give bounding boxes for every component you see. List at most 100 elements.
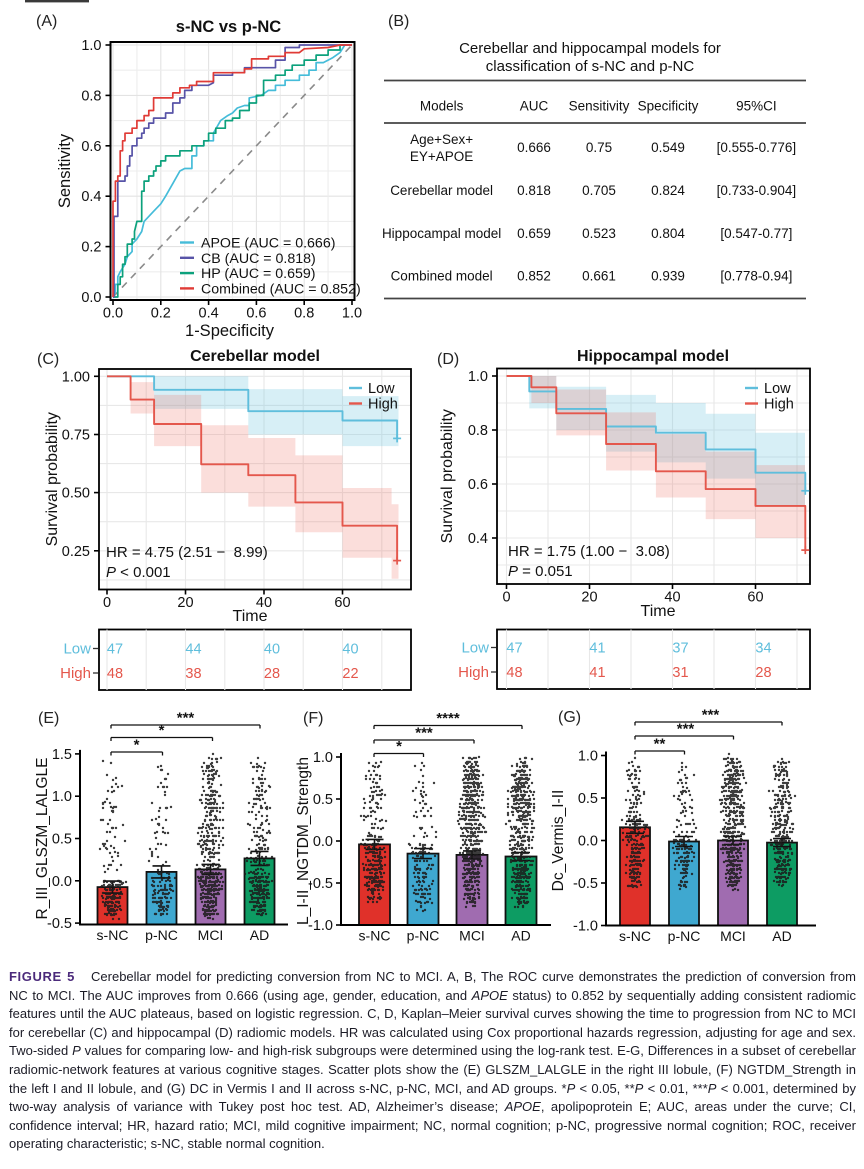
- svg-text:0.8: 0.8: [294, 306, 314, 322]
- svg-text:48: 48: [107, 666, 123, 682]
- svg-text:0.50: 0.50: [62, 486, 90, 502]
- svg-text:Models: Models: [420, 99, 464, 114]
- svg-text:Cerebellar model: Cerebellar model: [190, 348, 320, 365]
- svg-text:1-Specificity: 1-Specificity: [185, 322, 275, 340]
- svg-text:1.0: 1.0: [313, 750, 333, 766]
- svg-text:Combined model: Combined model: [391, 269, 493, 284]
- svg-text:High: High: [764, 397, 794, 413]
- svg-text:28: 28: [264, 666, 280, 682]
- svg-text:Combined (AUC = 0.852): Combined (AUC = 0.852): [201, 281, 361, 297]
- svg-text:1.5: 1.5: [52, 747, 72, 763]
- svg-text:P < 0.001: P < 0.001: [106, 564, 171, 581]
- svg-text:***: ***: [415, 725, 433, 742]
- svg-text:60: 60: [747, 590, 763, 606]
- svg-text:0.0: 0.0: [103, 306, 123, 322]
- svg-text:Age+Sex+: Age+Sex+: [410, 132, 473, 147]
- svg-text:48: 48: [506, 665, 522, 681]
- svg-text:0.939: 0.939: [651, 269, 685, 284]
- svg-text:0.0: 0.0: [81, 290, 101, 306]
- svg-text:(C): (C): [37, 351, 59, 368]
- svg-text:0.6: 0.6: [246, 306, 266, 322]
- svg-text:0.804: 0.804: [651, 226, 685, 241]
- svg-text:20: 20: [177, 595, 193, 611]
- svg-text:Sensitivity: Sensitivity: [56, 133, 74, 208]
- svg-text:MCI: MCI: [720, 928, 746, 944]
- svg-text:0.2: 0.2: [151, 306, 171, 322]
- svg-text:47: 47: [107, 642, 123, 658]
- svg-text:***: ***: [677, 721, 695, 738]
- svg-text:41: 41: [589, 665, 605, 681]
- svg-text:28: 28: [755, 665, 771, 681]
- svg-text:*: *: [134, 737, 140, 754]
- svg-text:0.852: 0.852: [517, 269, 551, 284]
- svg-text:Hippocampal model: Hippocampal model: [382, 226, 501, 241]
- svg-text:0.8: 0.8: [81, 88, 101, 104]
- svg-text:[0.547-0.77]: [0.547-0.77]: [720, 226, 792, 241]
- svg-text:1.0: 1.0: [578, 749, 598, 765]
- svg-text:47: 47: [506, 641, 522, 657]
- svg-text:0.824: 0.824: [651, 183, 685, 198]
- svg-text:0: 0: [103, 595, 111, 611]
- svg-text:(E): (E): [38, 710, 59, 727]
- svg-text:-1.0: -1.0: [308, 918, 333, 934]
- svg-text:s-NC vs p-NC: s-NC vs p-NC: [176, 18, 282, 36]
- svg-text:31: 31: [672, 665, 688, 681]
- svg-text:***: ***: [177, 710, 195, 727]
- svg-text:0.4: 0.4: [81, 189, 101, 205]
- svg-text:AD: AD: [511, 928, 530, 944]
- svg-text:Time: Time: [233, 608, 268, 625]
- svg-text:0.6: 0.6: [81, 139, 101, 155]
- svg-text:(B): (B): [388, 13, 409, 30]
- svg-text:60: 60: [334, 595, 350, 611]
- svg-text:Low: Low: [368, 381, 395, 397]
- svg-text:40: 40: [256, 595, 272, 611]
- svg-text:0.0: 0.0: [578, 834, 598, 850]
- svg-text:0.25: 0.25: [62, 544, 90, 560]
- svg-text:[0.733-0.904]: [0.733-0.904]: [717, 183, 797, 198]
- svg-text:CB (AUC = 0.818): CB (AUC = 0.818): [201, 251, 316, 267]
- svg-text:***: ***: [702, 707, 720, 724]
- svg-text:95%CI: 95%CI: [736, 99, 777, 114]
- svg-text:0.0: 0.0: [313, 834, 333, 850]
- svg-text:HR = 4.75 (2.51 − 8.99): HR = 4.75 (2.51 − 8.99): [106, 544, 268, 561]
- svg-text:(F): (F): [303, 710, 323, 727]
- svg-text:[0.778-0.94]: [0.778-0.94]: [720, 269, 792, 284]
- svg-text:Survival probability: Survival probability: [44, 412, 61, 546]
- svg-text:40: 40: [342, 642, 358, 658]
- svg-text:0.659: 0.659: [517, 226, 551, 241]
- svg-text:(D): (D): [437, 351, 459, 368]
- svg-text:Time: Time: [641, 603, 676, 620]
- svg-text:1.0: 1.0: [342, 306, 362, 322]
- svg-text:High: High: [368, 397, 398, 413]
- svg-text:0.0: 0.0: [52, 874, 72, 890]
- svg-text:-0.5: -0.5: [47, 916, 72, 932]
- svg-text:Low: Low: [461, 640, 489, 657]
- svg-text:0.6: 0.6: [468, 477, 488, 493]
- svg-text:*: *: [396, 738, 402, 755]
- svg-text:High: High: [458, 664, 489, 681]
- svg-text:0.4: 0.4: [199, 306, 219, 322]
- svg-text:p-NC: p-NC: [145, 927, 178, 943]
- svg-text:Dc_Vermis_I-II: Dc_Vermis_I-II: [550, 790, 567, 892]
- svg-text:High: High: [60, 665, 91, 682]
- svg-text:44: 44: [185, 642, 201, 658]
- svg-text:Sensitivity: Sensitivity: [569, 99, 630, 114]
- svg-text:MCI: MCI: [198, 927, 224, 943]
- svg-text:*: *: [159, 722, 165, 739]
- svg-text:L_I-II_NGTDM_Strength: L_I-II_NGTDM_Strength: [295, 757, 312, 925]
- svg-text:0.818: 0.818: [517, 183, 551, 198]
- svg-text:40: 40: [664, 590, 680, 606]
- svg-text:0: 0: [502, 590, 510, 606]
- svg-text:0.5: 0.5: [578, 791, 598, 807]
- svg-text:MCI: MCI: [459, 928, 485, 944]
- svg-text:0.4: 0.4: [468, 531, 488, 547]
- svg-text:(A): (A): [36, 13, 57, 30]
- svg-text:EY+APOE: EY+APOE: [410, 149, 473, 164]
- svg-text:-1.0: -1.0: [573, 919, 598, 935]
- svg-text:**: **: [654, 736, 666, 753]
- svg-text:1.00: 1.00: [62, 369, 90, 385]
- svg-text:0.5: 0.5: [52, 832, 72, 848]
- svg-text:P = 0.051: P = 0.051: [508, 563, 573, 580]
- svg-text:Cerebellar model: Cerebellar model: [390, 183, 493, 198]
- svg-text:0.705: 0.705: [582, 183, 616, 198]
